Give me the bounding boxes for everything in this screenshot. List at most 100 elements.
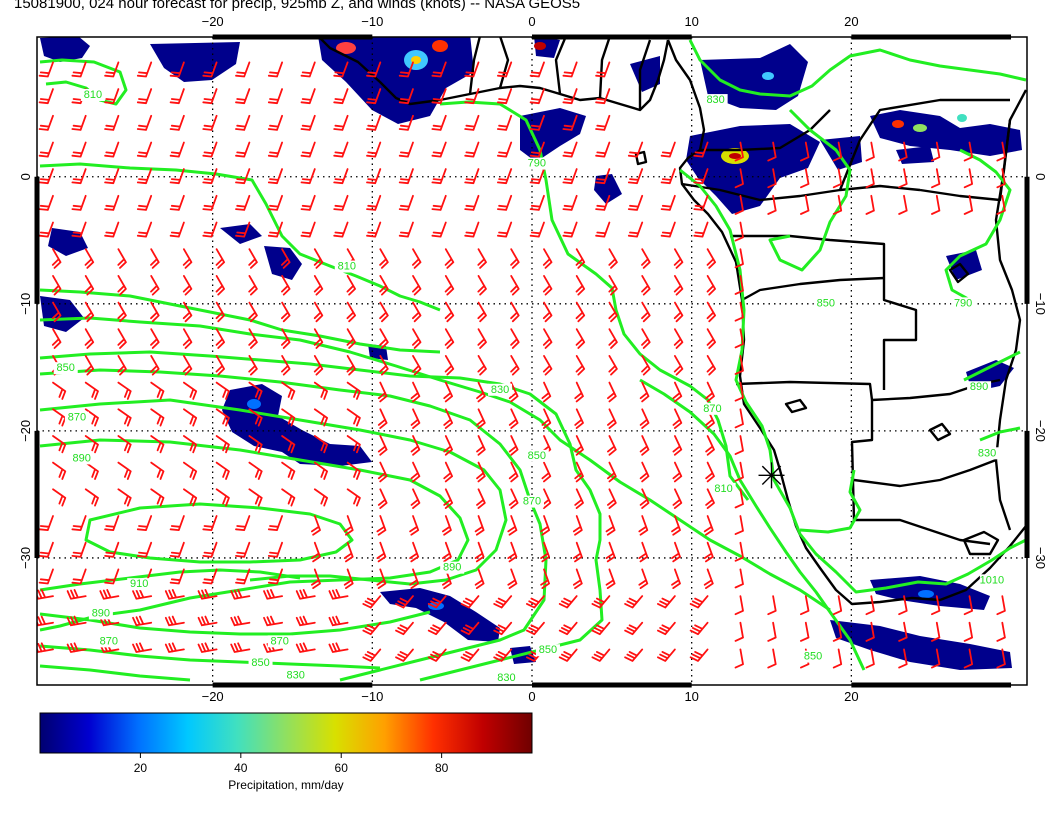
wind-barb [267, 568, 283, 585]
wind-barb [865, 168, 875, 189]
wind-barb [84, 488, 99, 507]
colorbar-tick-label: 20 [134, 761, 148, 775]
wind-barb [529, 114, 545, 131]
wind-barb [562, 194, 578, 211]
wind-barb [529, 221, 545, 238]
wind-barb [248, 488, 263, 507]
wind-barb [346, 488, 361, 507]
wind-barb [398, 61, 414, 78]
wind-barb [734, 221, 744, 242]
wind-barb [215, 488, 230, 507]
wind-barb [705, 435, 715, 456]
page-title: 15081900, 024 hour forecast for precip, … [14, 0, 581, 12]
wind-barb [313, 355, 324, 376]
colorbar-tick-label: 60 [335, 761, 349, 775]
wind-barb [541, 461, 552, 483]
wind-barb [443, 381, 453, 403]
wind-barb [898, 141, 908, 162]
wind-barb [657, 648, 676, 662]
lon-tick-label-bottom: −10 [361, 689, 383, 704]
wind-barb [706, 328, 716, 349]
wind-barb [37, 615, 54, 627]
wind-barb [182, 275, 193, 296]
border [838, 98, 1010, 191]
wind-barb [267, 515, 283, 531]
wind-barb [281, 355, 291, 376]
wind-barb [607, 408, 617, 429]
contour-label: 890 [443, 562, 461, 574]
wind-barb [215, 248, 225, 269]
wind-barb [313, 488, 328, 507]
wind-barb [235, 515, 251, 531]
wind-barb [281, 408, 296, 427]
wind-barb [230, 589, 251, 600]
wind-barb [476, 461, 486, 483]
contour-label-bg [283, 669, 308, 682]
wind-barb [605, 515, 616, 536]
wind-barb [215, 355, 225, 376]
wind-barb [183, 488, 198, 507]
wind-barb [182, 328, 193, 349]
contour-label: 830 [706, 94, 724, 106]
wind-barb [464, 194, 480, 211]
wind-barb [313, 381, 328, 400]
wind-barb [607, 461, 617, 483]
wind-barb [136, 541, 153, 558]
wind-barb [442, 541, 452, 563]
wind-barb [313, 301, 324, 323]
wind-barb [558, 648, 578, 662]
colorbar-tick-label: 80 [435, 761, 449, 775]
precip-area [630, 56, 660, 92]
contour-label-bg [700, 402, 725, 415]
wind-barb [51, 275, 62, 296]
lat-tick-label-left: −30 [18, 547, 33, 569]
contour-label: 850 [528, 450, 546, 462]
wind-barb [300, 221, 316, 238]
wind-barb [169, 114, 185, 131]
wind-barb [624, 648, 644, 662]
wind-barb [673, 355, 684, 376]
wind-barb [931, 595, 941, 616]
wind-barb [443, 461, 453, 483]
contour-interior [799, 469, 862, 534]
wind-barb [572, 568, 583, 589]
wind-barb [639, 488, 650, 509]
wind-barb [608, 248, 618, 269]
wind-barb [38, 541, 54, 558]
wind-barb [267, 221, 283, 238]
wind-barb [183, 435, 198, 454]
wind-barb [767, 194, 777, 215]
wind-barb [395, 595, 414, 609]
map-frame-bars [34, 34, 1030, 688]
wind-barb [202, 541, 218, 558]
border [598, 37, 611, 99]
wind-barb [510, 328, 520, 349]
precip-area [946, 250, 982, 280]
wind-barb [442, 515, 452, 536]
wind-barb [235, 568, 251, 585]
wind-barb [705, 488, 715, 509]
wind-barb [832, 168, 843, 189]
wind-barb [117, 461, 132, 480]
wind-barb [235, 221, 251, 238]
wind-barb [300, 168, 316, 185]
wind-barb [734, 435, 744, 455]
wind-barb [693, 194, 709, 211]
wind-barb [366, 114, 382, 131]
wind-barb [333, 168, 349, 185]
wind-barb [734, 194, 744, 215]
wind-barb [328, 615, 349, 627]
colorbar-label: Precipitation, mm/day [228, 778, 343, 792]
wind-barb [132, 589, 153, 600]
wind-barb [51, 328, 62, 349]
wind-barb [638, 515, 649, 536]
wind-barb [38, 194, 54, 211]
wind-barb [248, 301, 258, 323]
wind-barb [169, 141, 185, 158]
wind-barb [639, 408, 650, 429]
contour-label: 810 [338, 261, 356, 273]
wind-barb [575, 275, 586, 296]
wind-barb [639, 381, 650, 403]
wind-barb [235, 168, 251, 185]
